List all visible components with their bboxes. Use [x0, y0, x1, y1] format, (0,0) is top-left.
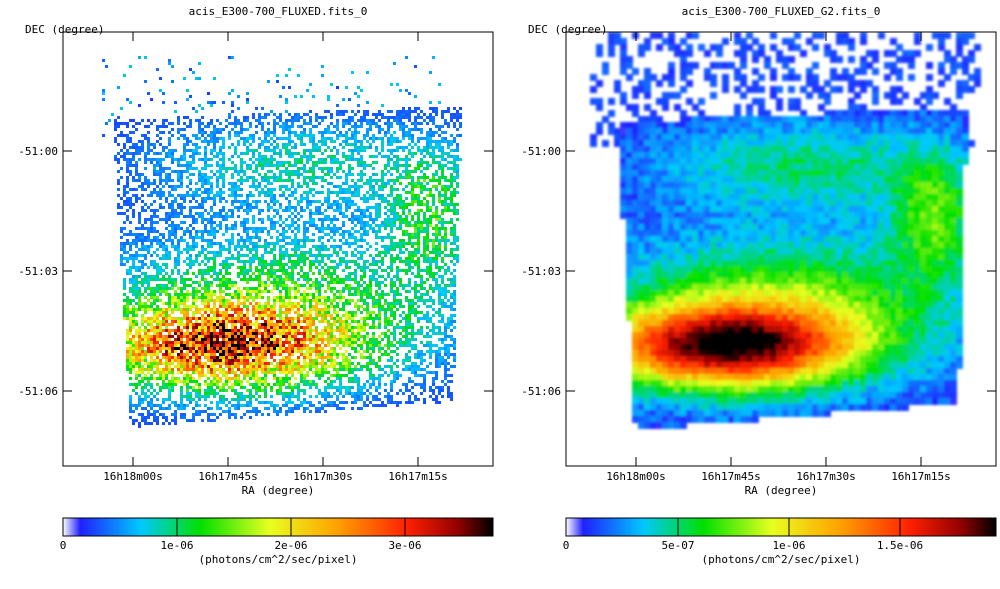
left-colorbar-tick: 0 [60, 539, 67, 552]
right-colorbar-tick: 1.5e-06 [877, 539, 923, 552]
left-colorbar: 0 1e-06 2e-06 3e-06 (photons/cm^2/sec/pi… [60, 517, 494, 566]
right-colorbar: 0 5e-07 1e-06 1.5e-06 (photons/cm^2/sec/… [563, 517, 997, 566]
right-panel-title: acis_E300-700_FLUXED_G2.fits_0 [682, 5, 881, 18]
left-panel-title: acis_E300-700_FLUXED.fits_0 [189, 5, 368, 18]
right-y-tick-label: -51:00 [521, 145, 561, 158]
left-x-tick-label: 16h18m00s [103, 470, 163, 483]
right-x-tick-label: 16h18m00s [606, 470, 666, 483]
left-x-ticks: 16h18m00s 16h17m45s 16h17m30s 16h17m15s [103, 32, 448, 483]
right-x-tick-label: 16h17m15s [891, 470, 951, 483]
left-x-axis-label: RA (degree) [242, 484, 315, 497]
left-panel: acis_E300-700_FLUXED.fits_0 DEC (degree)… [18, 5, 494, 566]
right-y-axis-label: DEC (degree) [528, 23, 607, 36]
right-x-axis-label: RA (degree) [745, 484, 818, 497]
left-y-tick-label: -51:06 [18, 385, 58, 398]
left-y-tick-label: -51:00 [18, 145, 58, 158]
right-colorbar-unit: (photons/cm^2/sec/pixel) [702, 553, 861, 566]
left-colorbar-tick: 1e-06 [160, 539, 193, 552]
right-colorbar-tick: 0 [563, 539, 570, 552]
left-x-tick-label: 16h17m15s [388, 470, 448, 483]
right-plot-frame [565, 31, 997, 467]
right-panel: acis_E300-700_FLUXED_G2.fits_0 DEC (degr… [521, 5, 997, 566]
left-y-ticks: -51:00 -51:03 -51:06 [18, 145, 493, 398]
left-y-axis-label: DEC (degree) [25, 23, 104, 36]
right-colorbar-tick: 1e-06 [772, 539, 805, 552]
right-x-ticks: 16h18m00s 16h17m45s 16h17m30s 16h17m15s [606, 32, 951, 483]
right-colorbar-tick: 5e-07 [661, 539, 694, 552]
left-x-tick-label: 16h17m30s [293, 470, 353, 483]
left-y-tick-label: -51:03 [18, 265, 58, 278]
left-plot-frame [62, 31, 494, 467]
left-x-tick-label: 16h17m45s [198, 470, 258, 483]
left-colorbar-unit: (photons/cm^2/sec/pixel) [199, 553, 358, 566]
left-colorbar-tick: 3e-06 [388, 539, 421, 552]
left-colorbar-tick: 2e-06 [274, 539, 307, 552]
left-image [102, 56, 462, 428]
right-x-tick-label: 16h17m30s [796, 470, 856, 483]
right-y-ticks: -51:00 -51:03 -51:06 [521, 145, 996, 398]
right-x-tick-label: 16h17m45s [701, 470, 761, 483]
right-image [590, 32, 981, 429]
right-y-tick-label: -51:03 [521, 265, 561, 278]
right-y-tick-label: -51:06 [521, 385, 561, 398]
